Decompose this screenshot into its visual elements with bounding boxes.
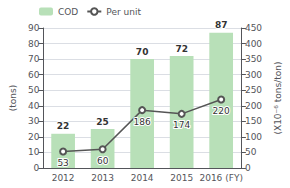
svg-text:60: 60 xyxy=(28,70,40,80)
svg-text:50: 50 xyxy=(245,147,257,157)
svg-text:53: 53 xyxy=(57,158,68,168)
svg-text:2012: 2012 xyxy=(52,173,75,183)
svg-text:20: 20 xyxy=(28,132,40,142)
svg-text:174: 174 xyxy=(173,120,190,130)
svg-text:40: 40 xyxy=(28,101,40,111)
svg-text:150: 150 xyxy=(245,116,262,126)
svg-text:350: 350 xyxy=(245,54,262,64)
svg-text:0: 0 xyxy=(34,163,40,173)
svg-text:2016 (FY): 2016 (FY) xyxy=(199,173,242,183)
svg-text:300: 300 xyxy=(245,70,262,80)
svg-text:50: 50 xyxy=(28,85,40,95)
svg-text:70: 70 xyxy=(28,54,40,64)
svg-text:70: 70 xyxy=(136,47,149,57)
svg-text:200: 200 xyxy=(245,101,262,111)
svg-text:10: 10 xyxy=(28,147,40,157)
svg-text:0: 0 xyxy=(245,163,251,173)
svg-text:Per unit: Per unit xyxy=(106,7,141,17)
svg-text:2015: 2015 xyxy=(170,173,193,183)
svg-text:22: 22 xyxy=(57,121,70,131)
svg-text:25: 25 xyxy=(96,117,109,127)
svg-text:2014: 2014 xyxy=(131,173,154,183)
svg-text:2013: 2013 xyxy=(91,173,114,183)
svg-text:(tons): (tons) xyxy=(8,85,18,111)
svg-text:COD: COD xyxy=(58,7,78,17)
svg-text:60: 60 xyxy=(97,156,109,166)
svg-text:80: 80 xyxy=(28,39,40,49)
svg-text:250: 250 xyxy=(245,85,262,95)
svg-text:30: 30 xyxy=(28,116,40,126)
svg-text:220: 220 xyxy=(213,106,230,116)
svg-text:(X10⁻⁶ tons/ton): (X10⁻⁶ tons/ton) xyxy=(273,61,283,134)
svg-text:72: 72 xyxy=(175,44,188,54)
svg-text:87: 87 xyxy=(215,20,228,30)
svg-text:186: 186 xyxy=(134,117,151,127)
svg-text:400: 400 xyxy=(245,39,262,49)
svg-text:90: 90 xyxy=(28,23,40,33)
svg-text:450: 450 xyxy=(245,23,262,33)
svg-text:100: 100 xyxy=(245,132,262,142)
